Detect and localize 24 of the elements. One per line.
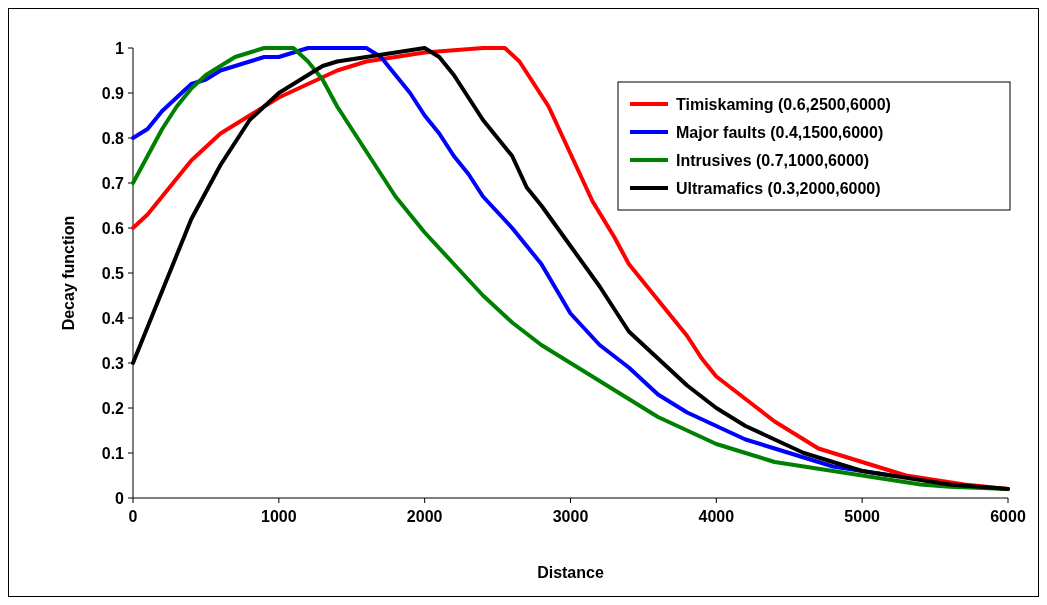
x-tick-label: 1000 bbox=[261, 508, 297, 525]
y-tick-label: 0.2 bbox=[101, 399, 125, 417]
y-tick-label: 0.9 bbox=[101, 84, 125, 102]
y-tick-label: 0.1 bbox=[101, 444, 125, 462]
x-tick-label: 5000 bbox=[844, 508, 881, 525]
y-tick-label: 0 bbox=[115, 489, 125, 507]
y-tick-label: 0.5 bbox=[101, 264, 125, 282]
legend-label: Intrusives (0.7,1000,6000) bbox=[676, 151, 870, 169]
y-tick-label: 0.6 bbox=[101, 219, 125, 237]
x-tick-label: 6000 bbox=[990, 508, 1026, 525]
legend-label: Major faults (0.4,1500,6000) bbox=[676, 123, 884, 141]
x-tick-label: 2000 bbox=[406, 508, 443, 525]
y-tick-label: 0.3 bbox=[101, 354, 125, 372]
x-tick-label: 4000 bbox=[698, 508, 735, 525]
y-tick-label: 0.8 bbox=[101, 129, 125, 147]
legend-label: Timiskaming (0.6,2500,6000) bbox=[676, 95, 891, 113]
y-tick-label: 1 bbox=[115, 39, 125, 57]
x-tick-label: 0 bbox=[128, 508, 138, 525]
y-axis-title: Decay function bbox=[60, 215, 77, 331]
y-tick-label: 0.7 bbox=[101, 174, 125, 192]
y-tick-label: 0.4 bbox=[101, 309, 125, 327]
x-axis-title: Distance bbox=[537, 564, 604, 581]
x-tick-label: 3000 bbox=[552, 508, 589, 525]
legend-label: Ultramafics (0.3,2000,6000) bbox=[676, 179, 881, 197]
